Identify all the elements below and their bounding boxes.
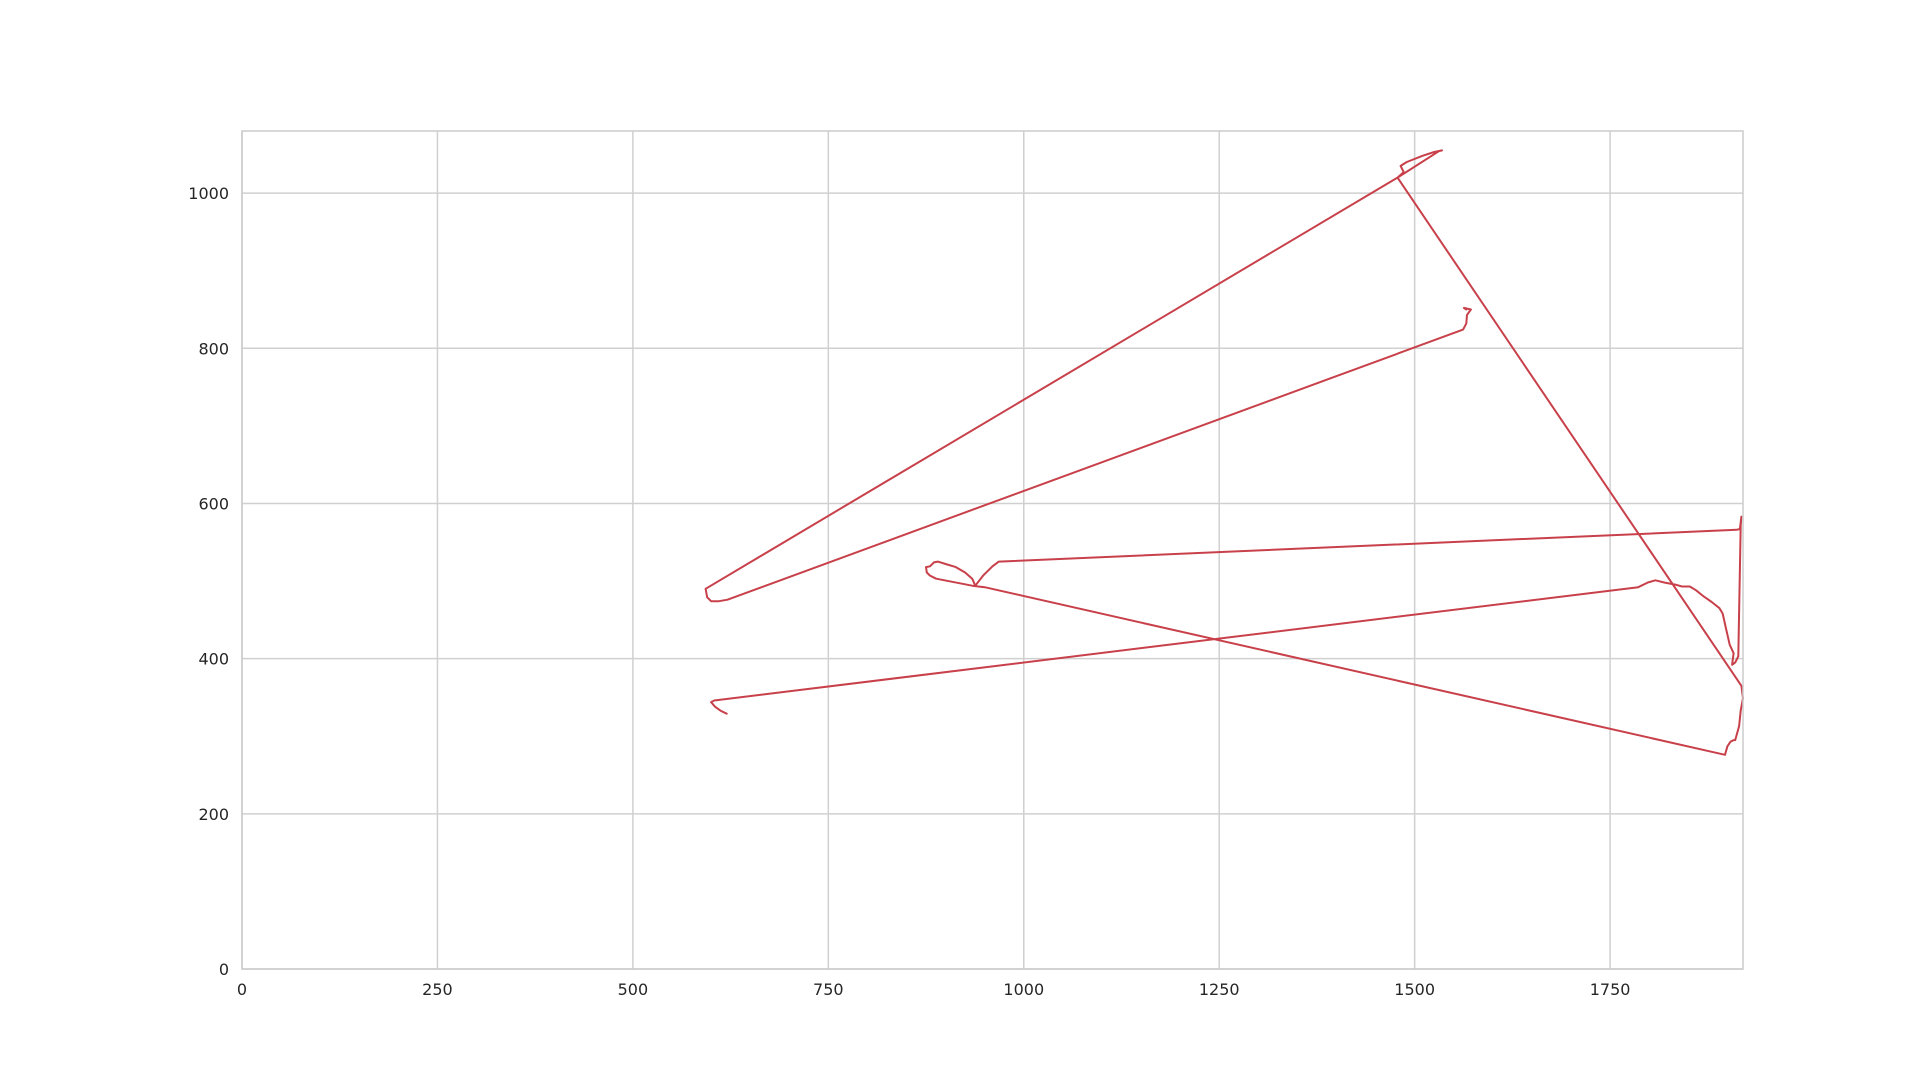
y-tick-label: 400 (198, 650, 229, 669)
x-tick-label: 1000 (1003, 980, 1044, 999)
series-lines (704, 149, 1744, 756)
plot-frame (241, 130, 1744, 970)
tick-labels: 0 250 500 750 1000 1250 1500 1750 0 200 400 600 800 1… (188, 184, 1630, 999)
y-tick-label: 1000 (188, 184, 229, 203)
x-tick-label: 750 (813, 980, 844, 999)
x-tick-label: 1250 (1199, 980, 1240, 999)
x-tick-label: 0 (237, 980, 247, 999)
grid (241, 131, 1743, 970)
x-tick-label: 1750 (1590, 980, 1631, 999)
series-line (704, 149, 1744, 756)
y-tick-label: 200 (198, 805, 229, 824)
x-tick-label: 1500 (1394, 980, 1435, 999)
y-tick-label: 800 (198, 339, 229, 358)
x-tick-label: 250 (422, 980, 453, 999)
x-tick-label: 500 (618, 980, 649, 999)
y-tick-label: 0 (219, 960, 229, 979)
y-tick-label: 600 (198, 494, 229, 513)
